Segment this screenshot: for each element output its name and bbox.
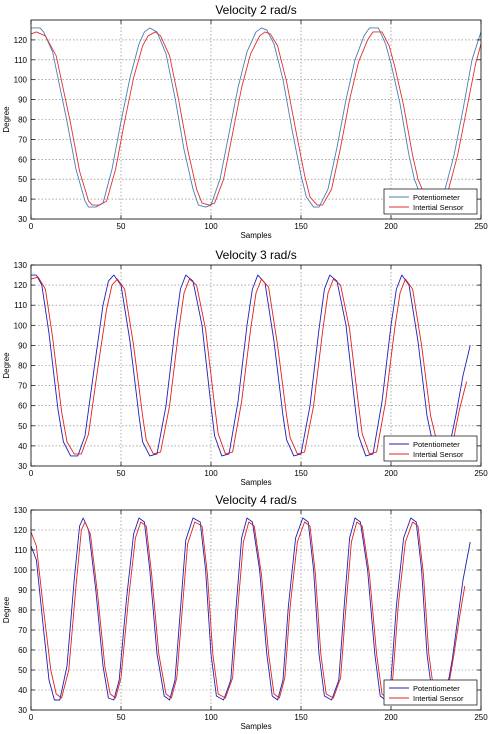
y-tick-label: 40 xyxy=(18,195,27,204)
series-line-intertial-sensor xyxy=(30,276,468,455)
y-tick-label: 120 xyxy=(14,526,28,535)
x-tick-label: 250 xyxy=(474,222,488,231)
y-tick-label: 40 xyxy=(18,442,27,451)
x-tick-label: 200 xyxy=(384,713,398,722)
series-line-potentiometer xyxy=(31,274,471,457)
y-tick-label: 70 xyxy=(18,382,27,391)
y-tick-label: 100 xyxy=(14,321,28,330)
y-tick-label: 110 xyxy=(14,546,27,555)
y-tick-label: 30 xyxy=(18,462,27,471)
legend-entry: Potentiometer xyxy=(413,684,460,693)
y-tick-label: 130 xyxy=(14,261,28,270)
series-line-potentiometer xyxy=(30,517,471,701)
x-tick-label: 50 xyxy=(117,469,126,478)
y-tick-label: 90 xyxy=(18,96,27,105)
x-tick-label: 200 xyxy=(384,222,398,231)
y-tick-label: 50 xyxy=(18,175,27,184)
chart-panel-1: 30 40 50 60 70 80 90 100 110 120 0 50 100 150 200 250 Ve… xyxy=(2,3,488,240)
x-tick-label: 250 xyxy=(474,469,488,478)
y-tick-label: 50 xyxy=(18,666,27,675)
x-tick-label: 150 xyxy=(294,469,308,478)
x-tick-label: 0 xyxy=(29,713,34,722)
y-tick-label: 70 xyxy=(18,135,27,144)
x-tick-label: 150 xyxy=(294,222,308,231)
legend-box xyxy=(383,435,478,462)
series-line-potentiometer xyxy=(31,27,482,208)
y-tick-label: 110 xyxy=(14,56,27,65)
y-tick-label: 70 xyxy=(18,626,27,635)
x-tick-label: 100 xyxy=(204,222,218,231)
x-tick-label: 150 xyxy=(294,713,308,722)
x-tick-label: 50 xyxy=(117,222,126,231)
legend-box xyxy=(383,679,478,706)
y-tick-label: 110 xyxy=(14,301,27,310)
y-axis-label: Degree xyxy=(2,352,11,379)
y-tick-label: 90 xyxy=(18,341,27,350)
legend-entry: Intertial Sensor xyxy=(413,203,464,212)
y-tick-label: 60 xyxy=(18,646,27,655)
chart-panel-3: 30 40 50 60 70 80 90 100 110 120 130 0 50 100 150 200 25… xyxy=(2,493,488,731)
legend-entry: Intertial Sensor xyxy=(413,694,464,703)
legend-box xyxy=(383,188,478,215)
chart-title: Velocity 2 rad/s xyxy=(215,3,296,17)
y-tick-label: 120 xyxy=(14,281,28,290)
chart-title: Velocity 4 rad/s xyxy=(215,493,296,507)
chart-panel-2: 30 40 50 60 70 80 90 100 110 120 130 0 50 100 150 200 25… xyxy=(2,248,488,487)
x-tick-label: 100 xyxy=(204,713,218,722)
legend-entry: Potentiometer xyxy=(413,193,460,202)
y-tick-label: 100 xyxy=(14,76,28,85)
series-line-intertial-sensor xyxy=(30,31,482,206)
y-tick-label: 80 xyxy=(18,362,27,371)
x-tick-label: 250 xyxy=(474,713,488,722)
x-axis-label: Samples xyxy=(240,231,271,240)
x-tick-label: 200 xyxy=(384,469,398,478)
y-tick-label: 30 xyxy=(18,706,27,715)
y-tick-label: 60 xyxy=(18,402,27,411)
legend-entry: Potentiometer xyxy=(413,440,460,449)
y-axis-label: Degree xyxy=(2,596,11,623)
y-tick-label: 30 xyxy=(18,215,27,224)
x-tick-label: 0 xyxy=(29,222,34,231)
x-axis-label: Samples xyxy=(240,722,271,731)
legend-entry: Intertial Sensor xyxy=(413,450,464,459)
y-tick-label: 50 xyxy=(18,422,27,431)
x-axis-label: Samples xyxy=(240,478,271,487)
y-tick-label: 80 xyxy=(18,116,27,125)
y-tick-label: 120 xyxy=(14,36,28,45)
y-axis-label: Degree xyxy=(2,106,11,133)
y-tick-label: 60 xyxy=(18,155,27,164)
y-tick-label: 90 xyxy=(18,586,27,595)
y-tick-label: 100 xyxy=(14,566,28,575)
chart-title: Velocity 3 rad/s xyxy=(215,248,296,262)
x-tick-label: 0 xyxy=(29,469,34,478)
y-tick-label: 40 xyxy=(18,686,27,695)
x-tick-label: 100 xyxy=(204,469,218,478)
series-line-intertial-sensor xyxy=(30,521,466,699)
x-tick-label: 50 xyxy=(117,713,126,722)
y-tick-label: 130 xyxy=(14,506,28,515)
y-tick-label: 80 xyxy=(18,606,27,615)
